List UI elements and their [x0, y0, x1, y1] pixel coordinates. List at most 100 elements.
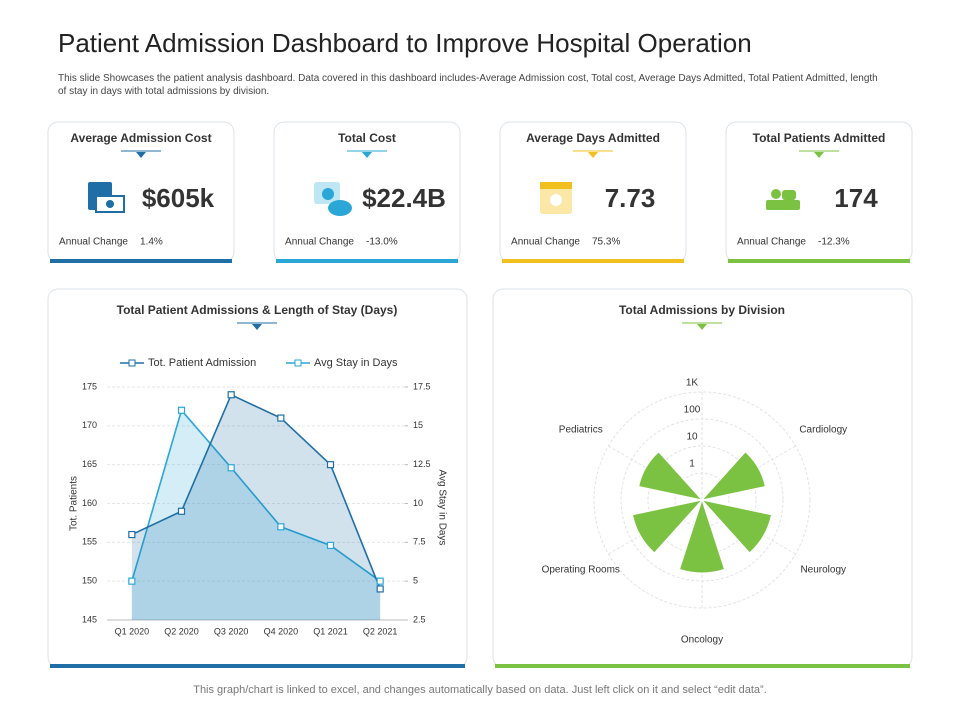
title-marker	[362, 152, 372, 158]
kpi-title: Average Days Admitted	[526, 131, 660, 145]
x-tick-label: Q3 2020	[214, 626, 249, 636]
marker	[277, 523, 285, 531]
title-marker	[697, 324, 707, 330]
marker	[227, 464, 235, 472]
icon	[782, 190, 796, 200]
r-tick-label: 10	[686, 432, 698, 443]
y-tick-label: 170	[82, 420, 97, 430]
kpi-change: -13.0%	[366, 237, 398, 248]
wedge	[631, 499, 704, 554]
y-tick-label: 145	[82, 614, 97, 624]
chart-title: Total Patient Admissions & Length of Sta…	[117, 303, 398, 317]
kpi-change: -12.3%	[818, 237, 850, 248]
category-label: Neurology	[800, 565, 846, 576]
chart-title: Total Admissions by Division	[619, 303, 785, 317]
legend-swatch	[294, 359, 302, 367]
icon	[106, 200, 114, 208]
marker	[326, 461, 335, 469]
title-marker	[136, 152, 146, 158]
card-accent	[495, 664, 910, 668]
kpi-title: Average Admission Cost	[70, 131, 211, 145]
x-tick-label: Q4 2020	[264, 626, 299, 636]
legend-swatch	[128, 359, 136, 367]
kpi-change: 1.4%	[140, 237, 163, 248]
legend-label: Avg Stay in Days	[314, 357, 398, 369]
icon	[771, 189, 781, 199]
line	[131, 393, 381, 590]
y-tick-label: 150	[82, 576, 97, 586]
wedge	[700, 451, 766, 501]
y2-tick-label: 17.5	[413, 381, 431, 391]
card-accent	[728, 259, 910, 263]
x-tick-label: Q2 2020	[164, 626, 199, 636]
marker	[326, 541, 335, 550]
title-marker	[588, 152, 598, 158]
category-label: Cardiology	[799, 425, 847, 436]
icon	[322, 188, 334, 200]
r-tick-label: 100	[684, 405, 701, 416]
card-accent	[276, 259, 458, 263]
marker	[128, 577, 136, 585]
kpi-value: 7.73	[605, 183, 656, 213]
x-tick-label: Q2 2021	[363, 626, 398, 636]
marker	[177, 507, 186, 515]
icon	[766, 200, 800, 210]
area	[131, 410, 381, 620]
wedge	[638, 451, 704, 501]
legend-label: Tot. Patient Admission	[148, 357, 256, 369]
y2-tick-label: 10	[413, 498, 423, 508]
category-label: Oncology	[681, 635, 723, 646]
page-subtitle: This slide Showcases the patient analysi…	[58, 73, 878, 97]
kpi-change-label: Annual Change	[511, 237, 580, 248]
grid-circle	[593, 391, 811, 609]
line	[131, 408, 381, 582]
kpi-change-label: Annual Change	[285, 237, 354, 248]
kpi-change-label: Annual Change	[59, 237, 128, 248]
area	[131, 394, 381, 620]
kpi-value: 174	[834, 183, 878, 213]
grid-circle	[647, 445, 757, 555]
y-tick-label: 165	[82, 459, 97, 469]
title-marker	[252, 324, 262, 330]
kpi-change-label: Annual Change	[737, 237, 806, 248]
marker	[128, 530, 136, 539]
y-tick-label: 175	[82, 381, 97, 391]
title-marker	[814, 152, 824, 158]
y-tick-label: 160	[82, 498, 97, 508]
y-axis-title: Tot. Patients	[69, 476, 80, 531]
marker	[227, 391, 235, 399]
kpi-value: $22.4B	[362, 183, 446, 213]
x-tick-label: Q1 2021	[313, 626, 348, 636]
kpi-value: $605k	[142, 183, 215, 213]
marker	[376, 577, 384, 585]
icon	[328, 200, 352, 216]
x-tick-label: Q1 2020	[115, 626, 150, 636]
page-title: Patient Admission Dashboard to Improve H…	[58, 28, 752, 58]
y2-tick-label: 12.5	[413, 459, 431, 469]
category-label: Pediatrics	[559, 425, 603, 436]
y2-tick-label: 5	[413, 576, 418, 586]
wedge	[700, 499, 773, 554]
footer-note: This graph/chart is linked to excel, and…	[193, 684, 767, 696]
marker	[376, 585, 384, 593]
marker	[177, 406, 186, 414]
r-tick-label: 1	[689, 459, 695, 470]
y-tick-label: 155	[82, 537, 97, 547]
icon	[550, 194, 562, 206]
card-accent	[50, 259, 232, 263]
kpi-title: Total Patients Admitted	[753, 131, 886, 145]
icon	[540, 182, 572, 189]
category-label: Operating Rooms	[542, 565, 620, 576]
kpi-title: Total Cost	[338, 131, 396, 145]
wedge	[678, 498, 726, 574]
card-accent	[502, 259, 684, 263]
r-tick-label: 1K	[686, 378, 699, 389]
kpi-change: 75.3%	[592, 237, 620, 248]
card-accent	[50, 664, 465, 668]
y2-axis-title: Avg Stay in Days	[436, 470, 447, 546]
y2-tick-label: 15	[413, 420, 423, 430]
marker	[277, 414, 285, 422]
y2-tick-label: 2.5	[413, 614, 426, 624]
